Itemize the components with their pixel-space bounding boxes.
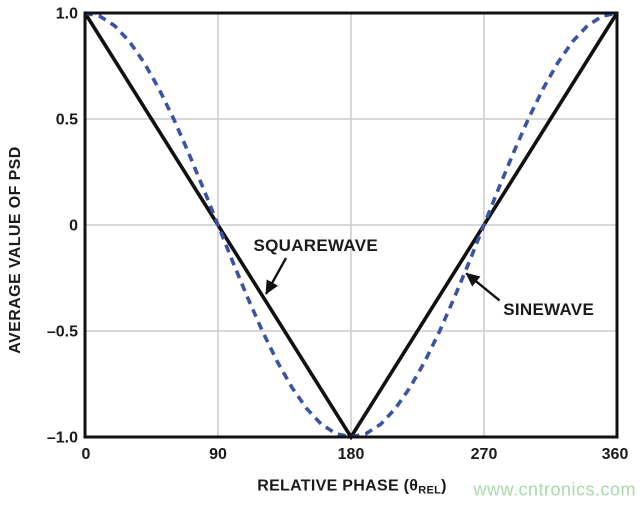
- y-tick-label: –0.5: [47, 324, 78, 341]
- x-tick-label: 270: [471, 446, 498, 463]
- y-tick-label: 0.5: [56, 112, 78, 129]
- annotation-label-squarewave: SQUAREWAVE: [253, 236, 378, 255]
- x-tick-label: 180: [338, 446, 365, 463]
- y-tick-label: –1.0: [47, 430, 78, 447]
- x-tick-label: 90: [209, 446, 227, 463]
- annotation-arrow-sinewave: [465, 272, 501, 302]
- annotation-arrow-squarewave: [264, 257, 288, 295]
- x-axis-title: RELATIVE PHASE (θREL): [257, 478, 447, 497]
- watermark-text: www.cntronics.com: [473, 479, 636, 500]
- x-tick-label: 360: [602, 446, 629, 463]
- y-tick-label: 0: [69, 218, 78, 235]
- x-axis-title-close-paren: ): [441, 477, 447, 495]
- annotation-label-sinewave: SINEWAVE: [503, 300, 594, 319]
- x-tick-label: 0: [82, 446, 91, 463]
- y-tick-label: 1.0: [56, 6, 78, 23]
- theta-symbol: θ: [409, 477, 419, 495]
- x-axis-title-subscript: REL: [418, 484, 442, 497]
- x-axis-title-text: RELATIVE PHASE (: [257, 477, 410, 495]
- series-sinewave-line: [84, 11, 618, 439]
- plot-frame: [83, 11, 619, 439]
- y-axis-title: AVERAGE VALUE OF PSD: [7, 146, 24, 354]
